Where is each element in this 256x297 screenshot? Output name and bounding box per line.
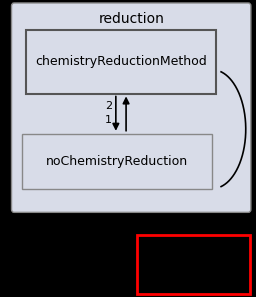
Text: chemistryReductionMethod: chemistryReductionMethod [35, 55, 207, 68]
FancyBboxPatch shape [26, 30, 216, 94]
Bar [137, 235, 250, 294]
FancyBboxPatch shape [22, 134, 212, 189]
Text: noChemistryReduction: noChemistryReduction [46, 155, 188, 168]
Text: 2: 2 [105, 101, 112, 111]
Text: reduction: reduction [98, 12, 164, 26]
Text: 1: 1 [105, 115, 112, 124]
FancyBboxPatch shape [12, 3, 251, 212]
